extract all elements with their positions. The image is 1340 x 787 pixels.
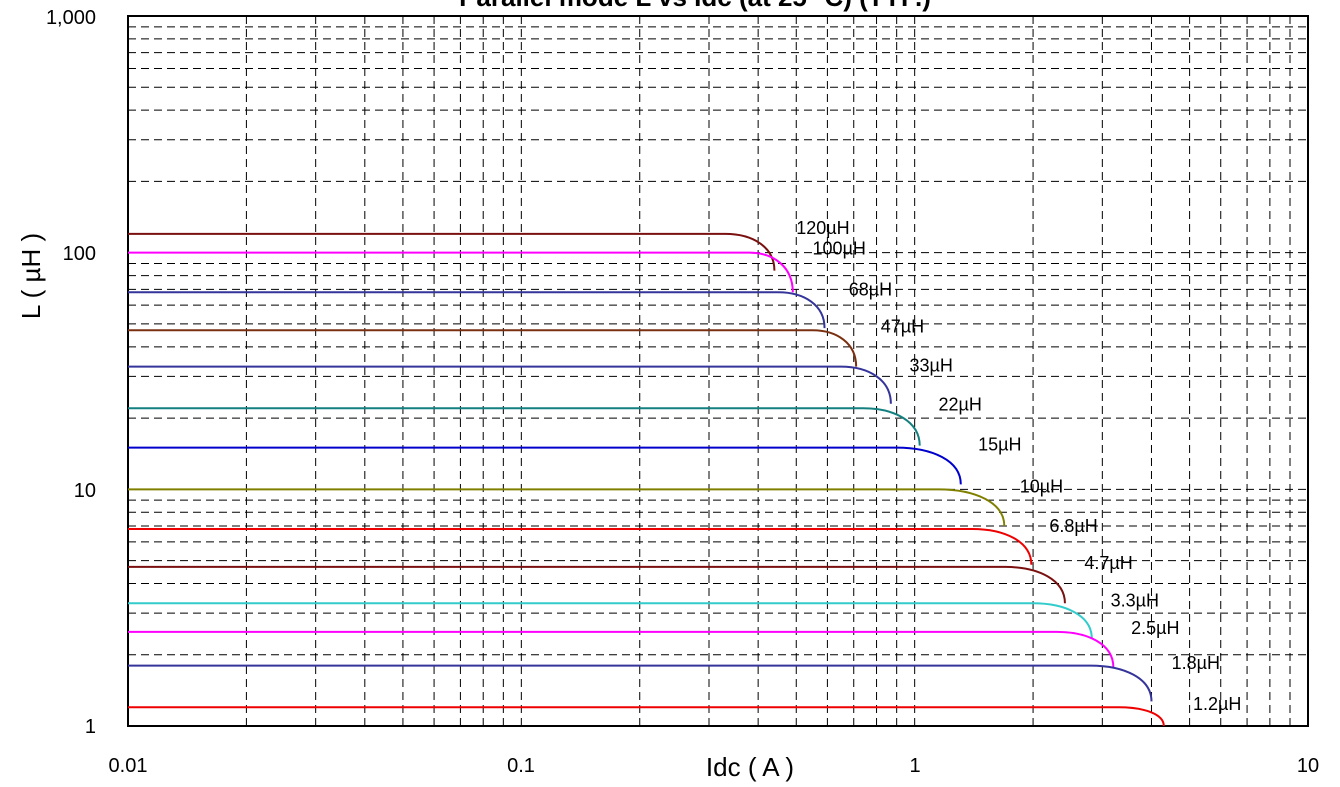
series-label: 1.8µH bbox=[1172, 653, 1220, 673]
x-tick-label: 1 bbox=[909, 755, 920, 777]
series-label: 120µH bbox=[796, 218, 849, 238]
series-line bbox=[128, 706, 1165, 727]
series-line bbox=[128, 527, 1033, 565]
series-line bbox=[128, 329, 858, 367]
series-label: 10µH bbox=[1020, 476, 1063, 496]
series-line bbox=[128, 291, 826, 329]
chart-title: Parallel mode L vs Idc (at 25 °C) (TYP.) bbox=[459, 0, 931, 12]
series-line bbox=[128, 602, 1093, 639]
series-label: 3.3µH bbox=[1111, 590, 1159, 610]
y-tick-label: 100 bbox=[63, 243, 96, 265]
x-tick-label: 0.1 bbox=[507, 755, 535, 777]
series-label: 15µH bbox=[978, 434, 1021, 454]
series-label: 22µH bbox=[939, 395, 982, 415]
series-line bbox=[128, 446, 962, 485]
series-line bbox=[128, 565, 1066, 604]
series-label: 33µH bbox=[909, 355, 952, 375]
y-tick-label: 10 bbox=[74, 480, 96, 502]
series-line bbox=[128, 630, 1115, 668]
series-label: 68µH bbox=[849, 279, 892, 299]
y-axis-title: L ( µH ) bbox=[16, 233, 46, 319]
x-tick-label: 10 bbox=[1297, 755, 1319, 777]
series-label: 6.8µH bbox=[1049, 516, 1097, 536]
y-tick-label: 1,000 bbox=[46, 7, 96, 29]
series-line bbox=[128, 488, 1006, 527]
series-line bbox=[128, 664, 1153, 702]
y-tick-label: 1 bbox=[85, 716, 96, 738]
x-tick-label: 0.01 bbox=[109, 755, 148, 777]
plot-frame bbox=[127, 15, 1309, 727]
curves bbox=[128, 232, 1165, 727]
series-label: 100µH bbox=[813, 239, 866, 259]
series-label: 2.5µH bbox=[1131, 618, 1179, 638]
series-label: 4.7µH bbox=[1084, 553, 1132, 573]
series-line bbox=[128, 232, 776, 271]
x-axis-title: Idc ( A ) bbox=[706, 752, 794, 782]
series-label: 1.2µH bbox=[1193, 694, 1241, 714]
series-line bbox=[128, 407, 921, 446]
series-label: 47µH bbox=[881, 316, 924, 336]
series-line bbox=[128, 365, 892, 404]
series-line bbox=[128, 251, 794, 293]
